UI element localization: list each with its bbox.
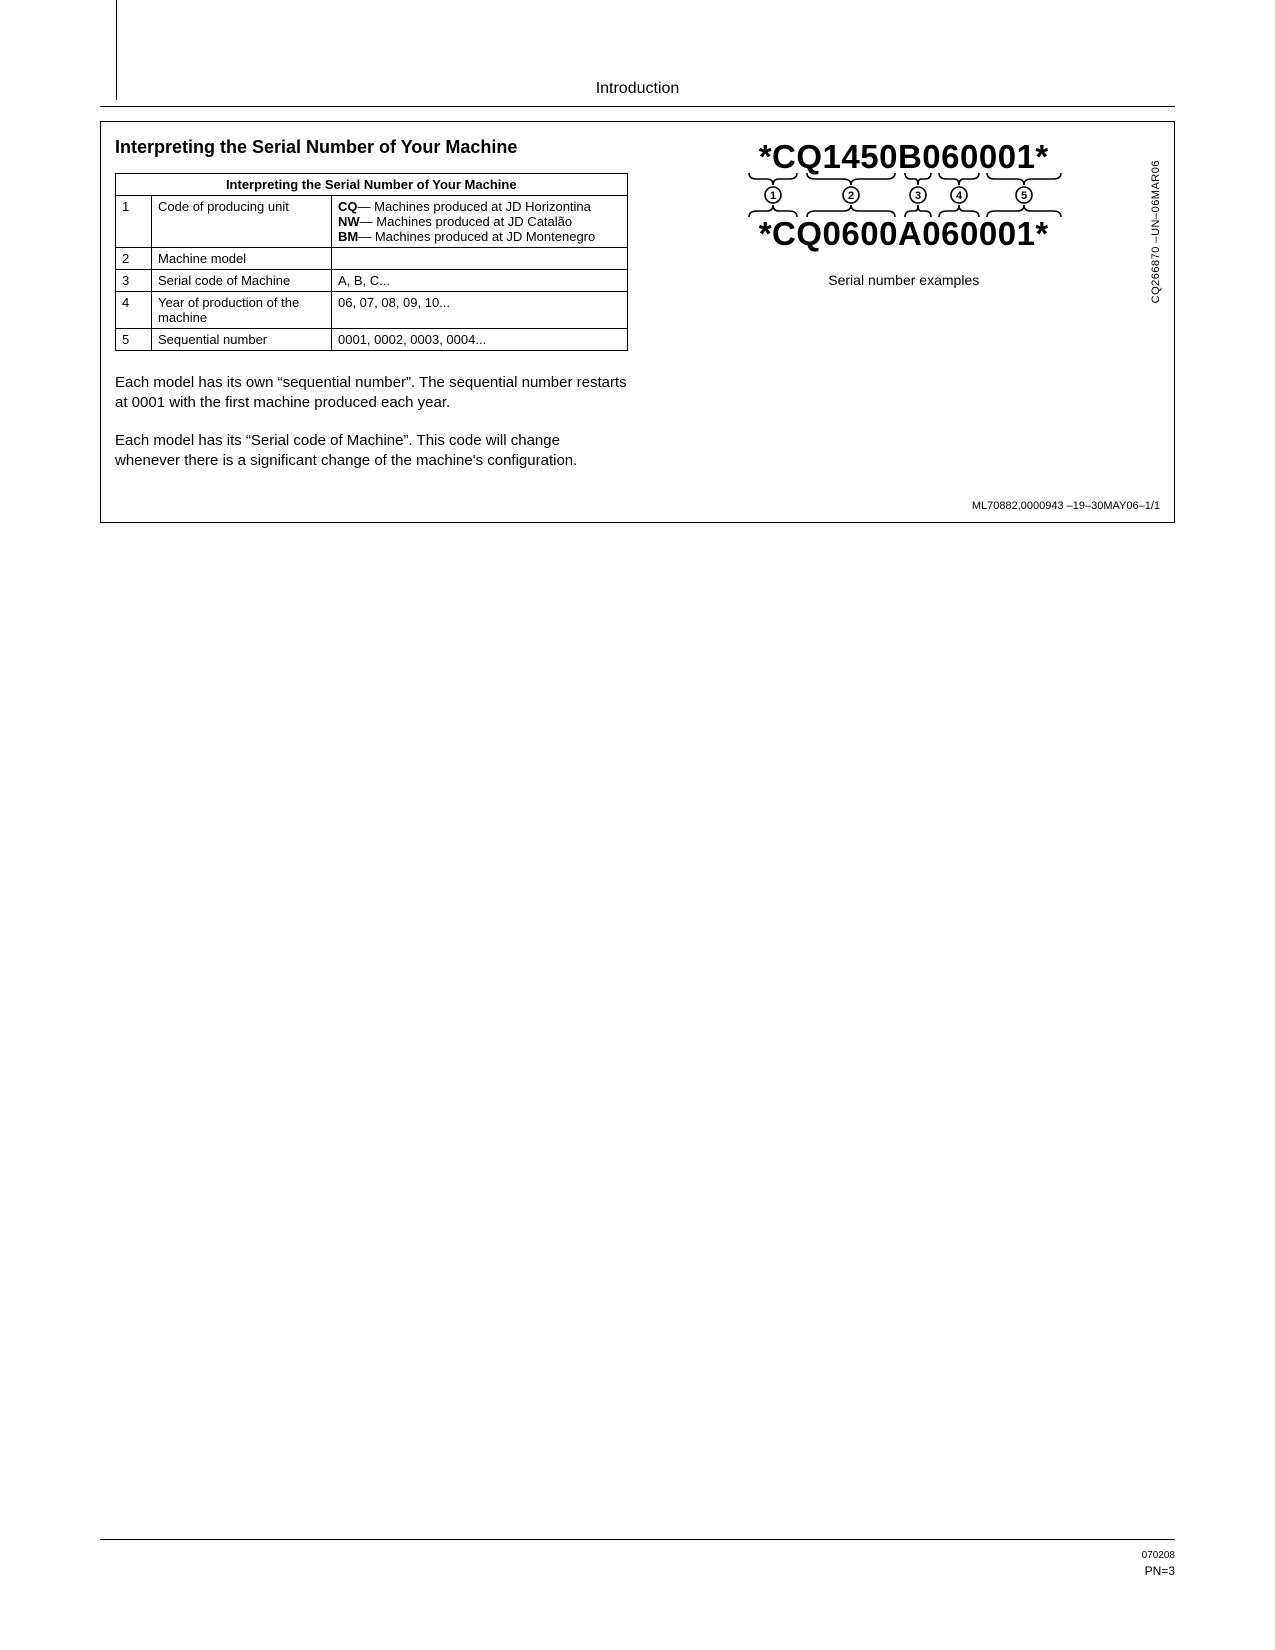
code-label: NW	[338, 214, 360, 229]
callout-number: 1	[770, 190, 776, 202]
row-desc: Machine model	[152, 247, 332, 269]
bracket-row-down: 1 2 3 4 5	[648, 171, 1161, 205]
row-num: 4	[116, 291, 152, 328]
page-header: Introduction	[100, 30, 1175, 107]
paragraph: Each model has its own “sequential numbe…	[115, 373, 628, 414]
table-caption: Interpreting the Serial Number of Your M…	[116, 173, 628, 195]
code-label: BM	[338, 229, 358, 244]
figure-side-label: CQ266870 –UN–06MAR06	[1150, 160, 1162, 303]
serial-example-bottom: *CQ0600A060001*	[648, 217, 1161, 250]
row-desc: Year of production of the machine	[152, 291, 332, 328]
body-text: Each model has its own “sequential numbe…	[115, 373, 628, 472]
brackets-down-icon: 1 2 3 4 5	[739, 171, 1069, 205]
code-text: — Machines produced at JD Montenegro	[358, 229, 595, 244]
code-text: — Machines produced at JD Catalão	[360, 214, 572, 229]
section-title: Interpreting the Serial Number of Your M…	[115, 136, 628, 159]
callout-number: 5	[1021, 190, 1027, 202]
margin-rule	[116, 0, 117, 100]
footer: 070208 PN=3	[1142, 1549, 1175, 1580]
row-detail: A, B, C...	[332, 269, 628, 291]
two-column-layout: Interpreting the Serial Number of Your M…	[115, 136, 1160, 490]
table-row: 3 Serial code of Machine A, B, C...	[116, 269, 628, 291]
figure-caption: Serial number examples	[648, 272, 1161, 288]
serial-example-top: *CQ1450B060001*	[648, 140, 1161, 173]
header-title: Introduction	[596, 80, 680, 97]
table-row: 1 Code of producing unit CQ— Machines pr…	[116, 195, 628, 247]
row-desc: Code of producing unit	[152, 195, 332, 247]
table-row: 5 Sequential number 0001, 0002, 0003, 00…	[116, 328, 628, 350]
code-label: CQ	[338, 199, 358, 214]
code-text: — Machines produced at JD Horizontina	[358, 199, 591, 214]
row-num: 3	[116, 269, 152, 291]
row-num: 2	[116, 247, 152, 269]
row-desc: Sequential number	[152, 328, 332, 350]
row-num: 5	[116, 328, 152, 350]
table-row: 4 Year of production of the machine 06, …	[116, 291, 628, 328]
callout-number: 3	[915, 190, 921, 202]
paragraph: Each model has its “Serial code of Machi…	[115, 431, 628, 472]
table-row: 2 Machine model	[116, 247, 628, 269]
reference-code: ML70882,0000943 –19–30MAY06–1/1	[115, 500, 1160, 512]
callout-number: 2	[848, 190, 854, 202]
page: Introduction Interpreting the Serial Num…	[0, 0, 1275, 1650]
row-desc: Serial code of Machine	[152, 269, 332, 291]
footer-date: 070208	[1142, 1549, 1175, 1563]
right-column: CQ266870 –UN–06MAR06 *CQ1450B060001*	[648, 136, 1161, 490]
row-detail: 0001, 0002, 0003, 0004...	[332, 328, 628, 350]
footer-pn: PN=3	[1142, 1563, 1175, 1580]
row-detail	[332, 247, 628, 269]
callout-number: 4	[956, 190, 963, 202]
row-num: 1	[116, 195, 152, 247]
content-box: Interpreting the Serial Number of Your M…	[100, 121, 1175, 523]
footer-rule	[100, 1539, 1175, 1540]
left-column: Interpreting the Serial Number of Your M…	[115, 136, 628, 490]
row-detail: CQ— Machines produced at JD Horizontina …	[332, 195, 628, 247]
serial-table: Interpreting the Serial Number of Your M…	[115, 173, 628, 351]
row-detail: 06, 07, 08, 09, 10...	[332, 291, 628, 328]
